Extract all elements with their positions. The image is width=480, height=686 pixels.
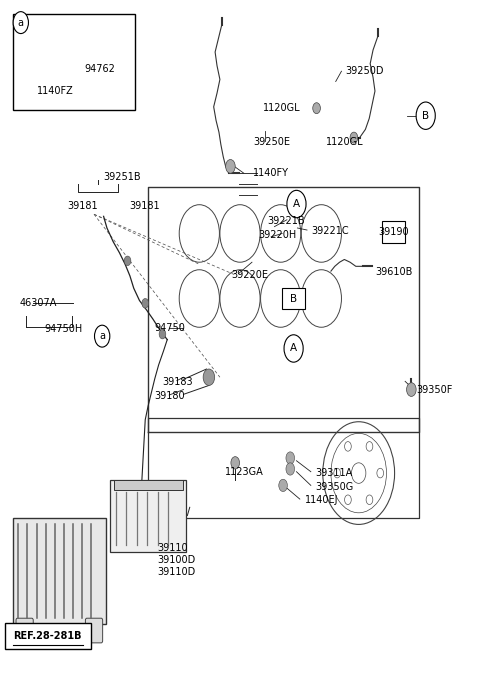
Text: 39190: 39190 [378, 227, 408, 237]
Text: REF.28-281B: REF.28-281B [13, 631, 82, 641]
FancyBboxPatch shape [85, 618, 103, 643]
Circle shape [350, 132, 358, 143]
Circle shape [124, 256, 131, 265]
Text: 1140FY: 1140FY [253, 168, 289, 178]
Text: 1140FZ: 1140FZ [36, 86, 73, 96]
Circle shape [286, 463, 295, 475]
FancyBboxPatch shape [382, 221, 405, 243]
FancyBboxPatch shape [114, 480, 182, 490]
Text: 39350F: 39350F [416, 385, 453, 394]
Circle shape [231, 457, 240, 469]
Text: 39220E: 39220E [231, 270, 268, 279]
FancyBboxPatch shape [282, 287, 305, 309]
Text: 39183: 39183 [162, 377, 193, 387]
Circle shape [416, 102, 435, 130]
Text: 1140EJ: 1140EJ [305, 495, 338, 506]
Text: B: B [422, 110, 429, 121]
Text: 39350G: 39350G [316, 482, 354, 492]
Circle shape [284, 335, 303, 362]
Text: 94750: 94750 [155, 323, 186, 333]
FancyBboxPatch shape [12, 517, 106, 624]
Text: 39180: 39180 [155, 392, 185, 401]
Text: 39181: 39181 [68, 201, 98, 211]
Circle shape [279, 480, 288, 492]
Text: 1120GL: 1120GL [326, 137, 364, 147]
Text: 39250D: 39250D [345, 67, 384, 76]
Text: 39110: 39110 [157, 543, 188, 554]
Circle shape [159, 329, 166, 339]
Text: a: a [18, 18, 24, 27]
Circle shape [95, 325, 110, 347]
Text: 39251B: 39251B [104, 172, 141, 182]
Circle shape [13, 12, 28, 34]
Text: 39181: 39181 [129, 201, 159, 211]
Text: 1120GL: 1120GL [263, 103, 300, 113]
Text: 1123GA: 1123GA [225, 466, 264, 477]
Text: 39100D: 39100D [157, 555, 196, 565]
Text: 39610B: 39610B [375, 268, 412, 277]
FancyBboxPatch shape [16, 618, 33, 643]
Circle shape [313, 103, 321, 114]
FancyBboxPatch shape [12, 14, 135, 110]
Text: 39311A: 39311A [316, 468, 353, 478]
Text: 39221B: 39221B [268, 216, 305, 226]
Text: 39221C: 39221C [311, 226, 348, 237]
Text: A: A [290, 344, 297, 353]
Circle shape [203, 369, 215, 386]
Text: 39220H: 39220H [258, 230, 297, 240]
Text: a: a [99, 331, 105, 341]
FancyBboxPatch shape [4, 623, 91, 649]
Circle shape [226, 160, 235, 174]
Text: 94762: 94762 [84, 64, 115, 74]
Text: 39110D: 39110D [157, 567, 196, 577]
Circle shape [287, 190, 306, 217]
Text: B: B [290, 294, 297, 303]
Text: 46307A: 46307A [20, 298, 57, 308]
Circle shape [142, 298, 149, 308]
Circle shape [286, 452, 295, 464]
Text: 94750H: 94750H [45, 324, 83, 334]
FancyBboxPatch shape [110, 480, 186, 552]
Text: A: A [293, 199, 300, 209]
Text: 39250E: 39250E [253, 137, 290, 147]
Circle shape [407, 383, 416, 397]
